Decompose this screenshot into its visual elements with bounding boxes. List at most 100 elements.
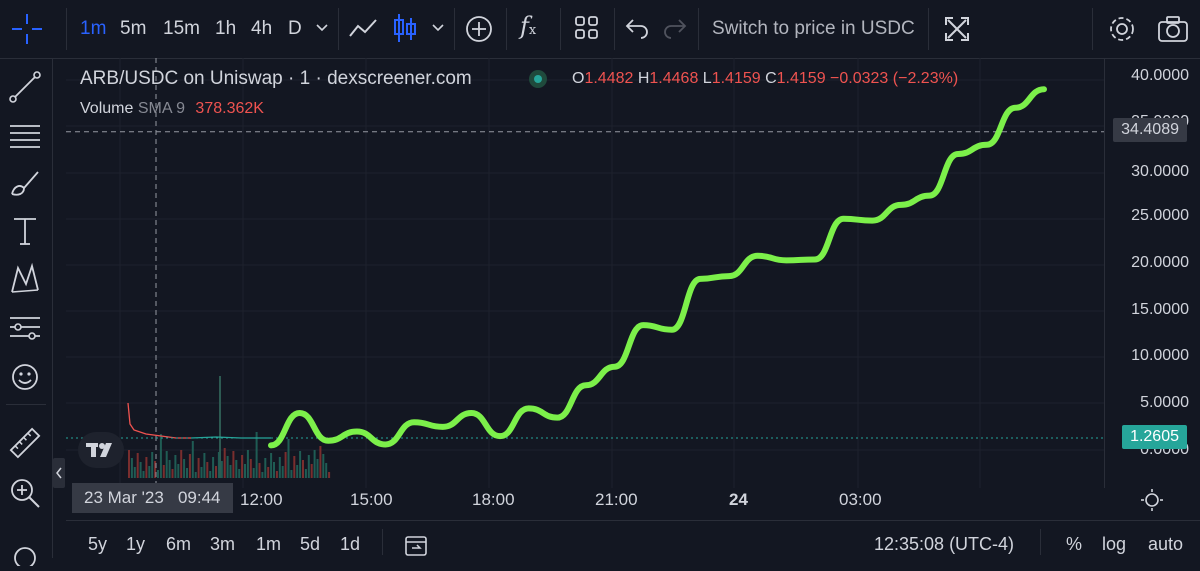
volume-bar [151,452,154,478]
volume-bar [287,439,290,478]
chart-pane[interactable]: ARB/USDC on Uniswap · 1 · dexscreener.co… [66,58,1104,488]
close-value: 1.4159 [776,70,826,87]
y-tick-label: 30.0000 [1131,163,1189,180]
smiley-icon[interactable] [8,360,42,394]
interval-1h[interactable]: 1h [215,18,237,39]
text-tool-icon[interactable] [8,214,42,248]
volume-bar [154,461,157,478]
y-tick-label: 20.0000 [1131,254,1189,271]
interval-4h[interactable]: 4h [251,18,273,39]
range-5d[interactable]: 5d [300,534,321,554]
data-point [957,153,959,155]
data-point [843,218,845,220]
y-tick-label: 25.0000 [1131,207,1189,224]
add-indicator-icon[interactable] [465,15,493,48]
volume-bar [264,458,267,478]
last-price-label: 1.2605 [1122,425,1187,449]
volume-bar [136,453,139,478]
interval-1m[interactable]: 1m [80,18,107,39]
volume-label: Volume [80,100,134,117]
volume-bar [244,464,246,478]
camera-icon[interactable] [1157,15,1189,48]
volume-bar [238,469,241,478]
fullscreen-icon[interactable] [944,16,970,47]
volume-bar [290,470,293,478]
auto-toggle[interactable]: auto [1148,534,1184,554]
range-6m[interactable]: 6m [166,534,192,554]
volume-bar [278,457,281,478]
volume-bar [322,454,325,478]
ruler-icon[interactable] [8,426,42,460]
range-1m[interactable]: 1m [256,534,282,554]
switch-price-button[interactable]: Switch to price in USDC [712,18,915,39]
volume-bar [159,434,162,478]
candles-icon[interactable] [392,12,418,51]
line-chart-icon[interactable] [348,14,378,49]
trend-line-icon[interactable] [8,70,42,104]
high-value: 1.4468 [649,70,699,87]
range-1d[interactable]: 1d [340,534,361,554]
x-tick-label: 21:00 [595,490,638,509]
data-point [785,259,787,261]
data-point [327,440,329,442]
pattern-tool-icon[interactable] [8,262,42,296]
volume-bar [270,453,273,478]
volume-bar [145,457,148,478]
interval-15m[interactable]: 15m [163,18,200,39]
range-3m[interactable]: 3m [210,534,236,554]
crosshair-tool-icon[interactable] [10,12,44,46]
volume-bar [191,441,194,478]
horizontal-lines-icon[interactable] [8,118,42,152]
volume-bar [258,463,261,478]
x-tick-label: 24 [729,490,748,509]
volume-bar [241,455,244,478]
data-point [986,144,988,146]
range-1y[interactable]: 1y [126,534,146,554]
data-point [385,443,387,445]
low-label: L [702,70,712,87]
settings-gear-icon[interactable] [1107,14,1137,49]
undo-icon[interactable] [624,17,650,44]
volume-bar [130,458,133,478]
volume-value: 378.362K [195,100,264,117]
measure-lines-icon[interactable] [8,310,42,344]
volume-bar [246,450,249,478]
volume-bar [180,450,183,478]
sma-label: SMA 9 [137,100,185,117]
data-point [299,412,301,414]
go-to-date-icon[interactable] [404,533,430,562]
volume-bar [281,466,284,478]
data-point [1014,107,1016,109]
zoom-in-icon[interactable] [8,476,42,510]
volume-bar [316,459,319,478]
volume-bar [215,466,217,478]
function-icon[interactable]: fx [520,12,537,40]
chevron-down-icon[interactable] [430,20,446,41]
volume-bar [148,466,151,478]
percent-toggle[interactable]: % [1066,534,1083,554]
chevron-down-icon[interactable] [314,20,330,41]
interval-d[interactable]: D [288,18,302,39]
redo-icon[interactable] [662,17,688,44]
data-point [442,426,444,428]
volume-bar [217,452,220,478]
open-value: 1.4482 [584,70,634,87]
y-tick-label: 10.0000 [1131,347,1189,364]
data-point [356,431,358,432]
volume-bar [197,458,200,478]
range-5y[interactable]: 5y [88,534,108,554]
collapse-toolbar-handle[interactable] [53,458,65,488]
volume-bar [142,471,145,478]
clock-timezone[interactable]: 12:35:08 (UTC-4) [874,534,1015,554]
brush-icon[interactable] [8,166,42,200]
volume-bar [133,467,136,478]
volume-bar [255,432,258,478]
layout-grid-icon[interactable] [574,15,600,46]
timezone-settings-icon[interactable] [1140,488,1164,517]
log-toggle[interactable]: log [1102,534,1127,554]
interval-5m[interactable]: 5m [120,18,147,39]
volume-bar [325,463,328,478]
data-point [671,329,673,331]
magnet-icon[interactable] [10,536,40,569]
price-axis[interactable]: 40.0000 35.0000 30.0000 25.0000 20.0000 … [1104,58,1200,488]
